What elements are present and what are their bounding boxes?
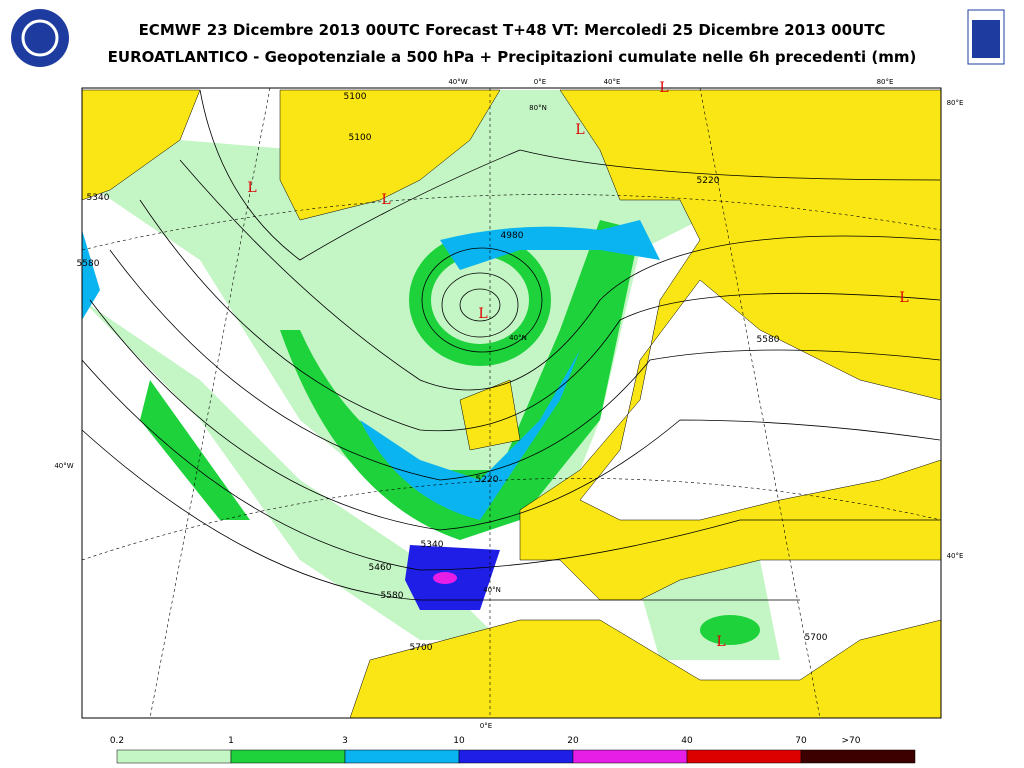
graticule-label: 40°N	[483, 586, 501, 594]
logo-right	[967, 9, 1005, 65]
graticule-label: 40°E	[947, 552, 964, 560]
graticule-label: 0°E	[534, 78, 546, 86]
legend-swatch	[686, 749, 802, 764]
map-frame	[81, 87, 942, 719]
map	[82, 88, 941, 718]
legend-label: 10	[453, 736, 465, 746]
contour-label: 5460	[369, 563, 392, 573]
contour-label: 5100	[344, 92, 367, 102]
legend-label: >70	[842, 736, 861, 746]
graticule-label: 40°E	[604, 78, 621, 86]
title: ECMWF 23 Dicembre 2013 00UTC Forecast T+…	[139, 21, 886, 39]
precip-heavy	[82, 220, 660, 520]
graticule-label: 80°E	[877, 78, 894, 86]
low-pressure-marker: L	[575, 122, 584, 138]
subtitle: EUROATLANTICO - Geopotenziale a 500 hPa …	[108, 48, 917, 66]
graticule-label: 80°E	[947, 99, 964, 107]
low-pressure-marker: L	[659, 80, 668, 96]
legend-swatch	[230, 749, 346, 764]
contour-label: 5340	[87, 193, 110, 203]
legend-swatch	[344, 749, 460, 764]
graticule-label: 40°N	[509, 334, 527, 342]
land	[82, 89, 941, 718]
contour-label: 4980	[501, 231, 524, 241]
contour-label: 5700	[805, 633, 828, 643]
low-pressure-marker: L	[478, 306, 487, 322]
legend-label: 70	[795, 736, 807, 746]
contour-label: 5700	[410, 643, 433, 653]
low-pressure-marker: L	[716, 634, 725, 650]
legend-swatch	[458, 749, 574, 764]
legend-label: 1	[228, 736, 234, 746]
legend-label: 40	[681, 736, 693, 746]
low-pressure-marker: L	[247, 180, 256, 196]
graticule-label: 40°W	[448, 78, 467, 86]
low-pressure-marker: L	[899, 290, 908, 306]
logo-left	[11, 9, 69, 67]
legend-swatch	[116, 749, 232, 764]
precip-extreme	[433, 572, 457, 584]
graticule-label: 40°W	[54, 462, 73, 470]
contour-label: 5100	[349, 133, 372, 143]
legend-swatch	[572, 749, 688, 764]
legend-label: 0.2	[110, 736, 124, 746]
contours	[82, 89, 941, 601]
contour-label: 5220	[697, 176, 720, 186]
contour-label: 5340	[421, 540, 444, 550]
graticule-label: 80°N	[529, 104, 547, 112]
low-pressure-marker: L	[381, 192, 390, 208]
graticule-label: 0°E	[480, 722, 492, 730]
graticule	[82, 88, 941, 718]
legend-label: 3	[342, 736, 348, 746]
contour-label: 5580	[757, 335, 780, 345]
legend-swatch	[800, 749, 916, 764]
legend-label: 20	[567, 736, 579, 746]
contour-label: 5220	[476, 475, 499, 485]
contour-label: 5580	[77, 259, 100, 269]
contour-label: 5580	[381, 591, 404, 601]
